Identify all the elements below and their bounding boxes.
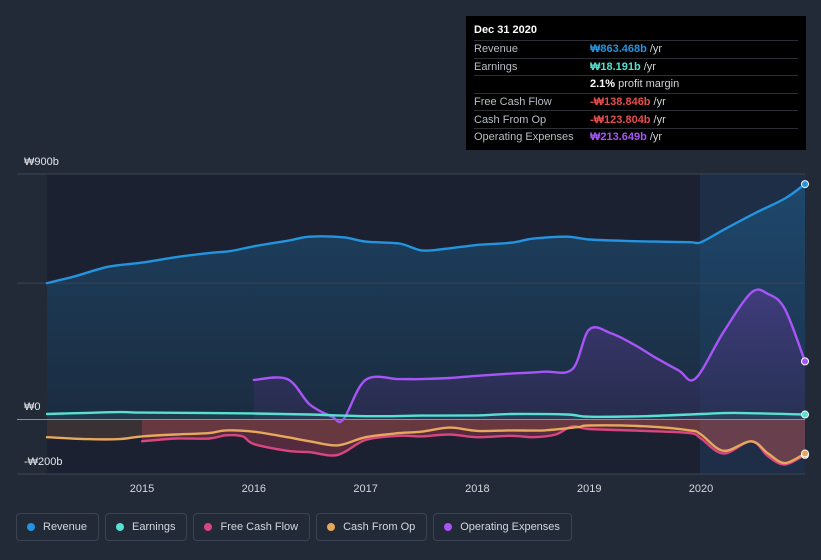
- x-tick-label: 2017: [353, 483, 377, 495]
- legend-dot-icon: [116, 523, 125, 531]
- x-tick-label: 2020: [689, 483, 713, 495]
- operating-expenses-line: [252, 288, 807, 424]
- y-axis-label-bottom: -₩200b: [24, 456, 63, 468]
- operating-expenses-area: [253, 289, 806, 423]
- x-tick-label: 2015: [130, 483, 154, 495]
- tooltip-unit: /yr: [649, 43, 663, 56]
- legend-dot-icon: [327, 523, 336, 531]
- tooltip-unit: /yr: [653, 113, 666, 126]
- tooltip-row-margin: 2.1% profit margin: [474, 75, 798, 93]
- tooltip-row-revenue: Revenue ₩863.468b /yr: [474, 40, 798, 58]
- earnings-line: [45, 410, 807, 419]
- legend-label: Cash From Op: [343, 521, 416, 533]
- tooltip-row-operating-expenses: Operating Expenses ₩213.649b /yr: [474, 127, 798, 146]
- legend-dot-icon: [204, 523, 213, 531]
- x-tick-label: 2016: [242, 483, 266, 495]
- tooltip-label: Earnings: [474, 60, 518, 73]
- tooltip-unit: /yr: [653, 96, 666, 109]
- y-axis-label-zero: ₩0: [24, 401, 41, 413]
- legend-label: Free Cash Flow: [220, 521, 299, 533]
- x-tick-label: 2018: [465, 483, 489, 495]
- tooltip-value: -₩123.804b: [590, 113, 651, 126]
- tooltip-value: -₩138.846b: [590, 96, 651, 109]
- legend-item-revenue[interactable]: Revenue: [16, 513, 100, 541]
- free-cash-flow-area: [142, 419, 805, 465]
- legend-item-earnings[interactable]: Earnings: [105, 513, 188, 541]
- cash-from-op-line: [45, 424, 807, 465]
- legend-label: Revenue: [43, 521, 88, 533]
- tooltip-unit: /yr: [643, 60, 656, 73]
- cash-from-op-end-marker: [801, 449, 809, 458]
- tooltip-value: ₩18.191b: [590, 60, 641, 73]
- tooltip-unit: profit margin: [618, 78, 680, 91]
- legend: Revenue Earnings Free Cash Flow Cash Fro…: [16, 513, 572, 541]
- operating-expenses-end-marker: [801, 357, 809, 366]
- revenue-line: [45, 182, 807, 285]
- legend-dot-icon: [27, 523, 35, 531]
- tooltip-value: 2.1%: [590, 78, 616, 91]
- legend-item-cash-from-op[interactable]: Cash From Op: [316, 513, 428, 541]
- chart-area: 2015 2016 2017 2018 2019 2020: [17, 173, 809, 495]
- legend-item-free-cash-flow[interactable]: Free Cash Flow: [193, 513, 311, 541]
- revenue-end-marker: [801, 180, 809, 189]
- tooltip-label: Free Cash Flow: [474, 96, 552, 109]
- tooltip-label: Revenue: [474, 43, 519, 56]
- tooltip-row-earnings: Earnings ₩18.191b /yr: [474, 57, 798, 76]
- tooltip-value: ₩213.649b: [590, 131, 647, 144]
- tooltip-panel: Dec 31 2020 Revenue ₩863.468b /yr Earnin…: [466, 16, 806, 150]
- tooltip-row-free-cash-flow: Free Cash Flow -₩138.846b /yr: [474, 92, 798, 111]
- tooltip-label: Cash From Op: [474, 113, 547, 126]
- tooltip-label: Operating Expenses: [474, 131, 574, 144]
- tooltip-value: ₩863.468b: [590, 43, 647, 56]
- tooltip-row-cash-from-op: Cash From Op -₩123.804b /yr: [474, 110, 798, 128]
- earnings-end-marker: [801, 410, 809, 419]
- legend-item-operating-expenses[interactable]: Operating Expenses: [433, 513, 572, 541]
- y-axis-label-top: ₩900b: [24, 156, 59, 168]
- legend-label: Operating Expenses: [460, 521, 560, 533]
- tooltip-unit: /yr: [649, 131, 663, 144]
- free-cash-flow-line: [140, 424, 807, 466]
- x-tick-label: 2019: [577, 483, 601, 495]
- tooltip-date: Dec 31 2020: [474, 24, 537, 36]
- legend-dot-icon: [444, 523, 453, 531]
- legend-label: Earnings: [132, 521, 176, 533]
